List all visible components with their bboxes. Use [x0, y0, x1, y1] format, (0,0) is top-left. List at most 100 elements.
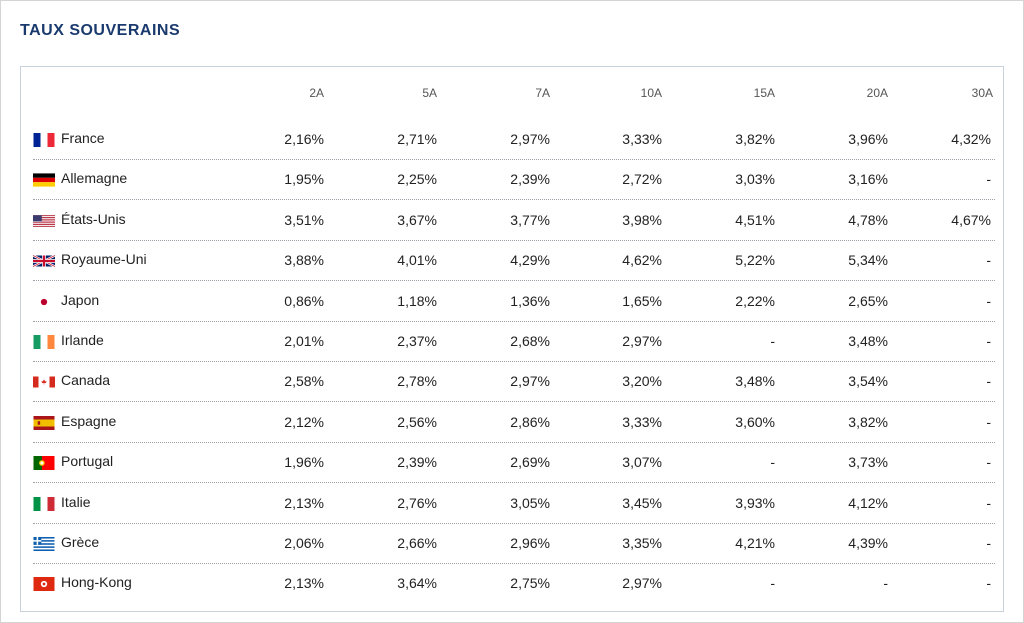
column-header-15a: 15A: [753, 86, 775, 100]
rate-cell-5a: 3,64%: [397, 575, 437, 592]
rate-cell-7a: 2,86%: [510, 413, 550, 430]
italy-flag-icon: [33, 496, 55, 511]
table-row: Royaume-Uni 3,88% 4,01% 4,29% 4,62% 5,22% 5,34…: [33, 240, 995, 282]
rate-cell-15a: 2,22%: [735, 292, 775, 309]
column-header-10a: 10A: [640, 86, 662, 100]
country-name: Hong-Kong: [61, 574, 132, 591]
rate-cell-2a: 1,95%: [284, 171, 324, 188]
rate-cell-15a: 3,03%: [735, 171, 775, 188]
rate-cell-30a: -: [986, 575, 991, 592]
rate-cell-5a: 2,66%: [397, 535, 437, 551]
rate-cell-5a: 2,37%: [397, 333, 437, 349]
rate-cell-15a: 3,48%: [735, 373, 775, 390]
rate-cell-15a: 3,60%: [735, 413, 775, 430]
rate-cell-20a: 4,39%: [848, 535, 888, 551]
rate-cell-7a: 2,97%: [510, 131, 550, 147]
rate-cell-2a: 0,86%: [284, 292, 324, 309]
table-row: Grèce 2,06% 2,66% 2,96% 3,35% 4,21% 4,39% -: [33, 523, 995, 564]
usa-flag-icon: [33, 214, 55, 228]
column-header-30a: 30A: [971, 86, 993, 100]
country-name: Canada: [61, 372, 111, 389]
rate-cell-20a: 5,34%: [848, 252, 888, 269]
rate-cell-15a: -: [770, 333, 775, 349]
japan-flag-icon: [33, 294, 55, 309]
rate-cell-15a: 3,93%: [735, 494, 775, 511]
rate-cell-2a: 1,96%: [284, 454, 324, 471]
rate-cell-10a: 2,72%: [622, 171, 662, 188]
germany-flag-icon: [33, 173, 55, 187]
rate-cell-30a: 4,32%: [951, 131, 991, 147]
country-name: Italie: [61, 493, 91, 510]
ireland-flag-icon: [33, 335, 55, 349]
rate-cell-10a: 3,35%: [622, 535, 662, 551]
rate-cell-7a: 3,05%: [510, 494, 550, 511]
france-flag-icon: [33, 133, 55, 147]
rate-cell-2a: 2,16%: [284, 131, 324, 147]
rate-cell-2a: 3,51%: [284, 211, 324, 228]
rate-cell-15a: 5,22%: [735, 252, 775, 269]
rate-cell-10a: 3,33%: [622, 413, 662, 430]
rate-cell-20a: 4,12%: [848, 494, 888, 511]
greece-flag-icon: [33, 537, 55, 551]
country-name: Irlande: [61, 332, 104, 348]
column-header-20a: 20A: [866, 86, 888, 100]
rate-cell-30a: -: [986, 171, 991, 188]
table-row: Espagne 2,12% 2,56% 2,86% 3,33% 3,60% 3,82% -: [33, 402, 995, 443]
country-name: Royaume-Uni: [61, 251, 147, 268]
rate-cell-2a: 2,01%: [284, 333, 324, 349]
portugal-flag-icon: [33, 456, 55, 471]
rate-cell-20a: 2,65%: [848, 292, 888, 309]
rate-cell-7a: 2,75%: [510, 575, 550, 592]
rate-cell-20a: 4,78%: [848, 211, 888, 228]
country-name: France: [61, 130, 105, 146]
rate-cell-30a: -: [986, 373, 991, 390]
rate-cell-7a: 4,29%: [510, 252, 550, 269]
rate-cell-7a: 2,96%: [510, 535, 550, 551]
rate-cell-5a: 4,01%: [397, 252, 437, 269]
rate-cell-15a: 3,82%: [735, 131, 775, 147]
table-header: 2A 5A 7A 10A 15A 20A 30A: [21, 67, 1003, 119]
rate-cell-30a: -: [986, 454, 991, 471]
rate-cell-10a: 1,65%: [622, 292, 662, 309]
rate-cell-20a: -: [883, 575, 888, 592]
table-row: Portugal 1,96% 2,39% 2,69% 3,07% - 3,73% -: [33, 442, 995, 484]
column-header-5a: 5A: [422, 86, 437, 100]
rate-cell-5a: 2,25%: [397, 171, 437, 188]
rate-cell-15a: 4,21%: [735, 535, 775, 551]
rate-cell-2a: 2,58%: [284, 373, 324, 390]
rate-cell-30a: -: [986, 292, 991, 309]
column-header-2a: 2A: [309, 86, 324, 100]
rate-cell-5a: 2,78%: [397, 373, 437, 390]
rate-cell-2a: 2,13%: [284, 494, 324, 511]
rate-cell-10a: 3,33%: [622, 131, 662, 147]
page-title: TAUX SOUVERAINS: [20, 22, 181, 39]
rate-cell-20a: 3,16%: [848, 171, 888, 188]
rate-cell-5a: 2,71%: [397, 131, 437, 147]
table-row: France 2,16% 2,71% 2,97% 3,33% 3,82% 3,96% 4,32…: [33, 119, 995, 160]
rate-cell-30a: -: [986, 252, 991, 269]
rate-cell-30a: -: [986, 535, 991, 551]
sovereign-rates-table: 2A 5A 7A 10A 15A 20A 30A France 2,16% 2,71…: [20, 66, 1004, 612]
rate-cell-15a: -: [770, 454, 775, 471]
rate-cell-2a: 3,88%: [284, 252, 324, 269]
rate-cell-5a: 2,76%: [397, 494, 437, 511]
country-name: Japon: [61, 291, 100, 308]
rate-cell-20a: 3,48%: [848, 333, 888, 349]
country-name: Grèce: [61, 534, 100, 550]
table-row: États-Unis 3,51% 3,67% 3,77% 3,98% 4,51% 4,78%…: [33, 200, 995, 241]
rate-cell-5a: 3,67%: [397, 211, 437, 228]
rate-cell-5a: 1,18%: [397, 292, 437, 309]
rate-cell-7a: 2,68%: [510, 333, 550, 349]
rate-cell-30a: 4,67%: [951, 211, 991, 228]
rate-cell-15a: -: [770, 575, 775, 592]
rate-cell-10a: 3,20%: [622, 373, 662, 390]
table-row: Hong-Kong 2,13% 3,64% 2,75% 2,97% - - -: [33, 563, 995, 603]
rate-cell-7a: 1,36%: [510, 292, 550, 309]
rate-cell-20a: 3,73%: [848, 454, 888, 471]
table-row: Irlande 2,01% 2,37% 2,68% 2,97% - 3,48% -: [33, 321, 995, 362]
country-name: Portugal: [61, 453, 114, 470]
rate-cell-10a: 2,97%: [622, 575, 662, 592]
rate-cell-5a: 2,56%: [397, 413, 437, 430]
rate-cell-7a: 2,69%: [510, 454, 550, 471]
rate-cell-30a: -: [986, 333, 991, 349]
